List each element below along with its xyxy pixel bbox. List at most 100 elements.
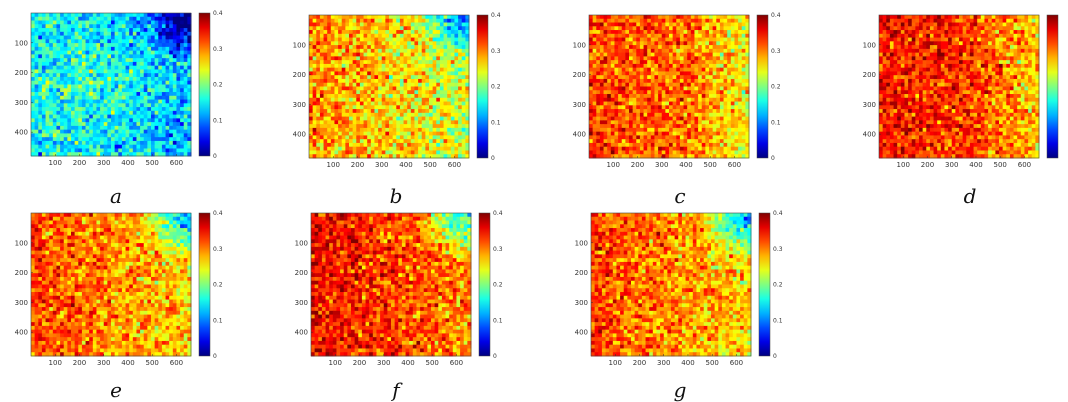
heatmap-cell: [345, 139, 349, 143]
heatmap-cell: [180, 115, 184, 119]
heatmap-cell: [734, 68, 738, 72]
heatmap-cell: [669, 135, 673, 139]
heatmap-cell: [96, 130, 100, 134]
heatmap-cell: [360, 128, 364, 132]
heatmap-cell: [407, 64, 411, 68]
heatmap-cell: [636, 94, 640, 98]
heatmap-cell: [89, 62, 93, 66]
heatmap-cell: [180, 111, 184, 115]
heatmap-cell: [422, 87, 426, 91]
heatmap-cell: [436, 113, 440, 117]
heatmap-cell: [440, 132, 444, 136]
heatmap-cell: [334, 150, 338, 154]
heatmap-cell: [86, 24, 90, 28]
heatmap-cell: [425, 143, 429, 147]
heatmap-cell: [698, 120, 702, 124]
heatmap-cell: [393, 56, 397, 60]
heatmap-cell: [400, 94, 404, 98]
heatmap-cell: [694, 109, 698, 113]
heatmap-cell: [166, 32, 170, 36]
colorbar-tick-label: 0.2: [491, 84, 501, 91]
heatmap-cell: [78, 28, 82, 32]
heatmap-cell: [133, 62, 137, 66]
heatmap-cell: [166, 130, 170, 134]
heatmap-cell: [71, 62, 75, 66]
heatmap-cell: [444, 135, 448, 139]
heatmap-cell: [385, 41, 389, 45]
heatmap-cell: [42, 77, 46, 81]
heatmap-cell: [46, 145, 50, 149]
heatmap-cell: [60, 133, 64, 137]
heatmap-cell: [404, 90, 408, 94]
heatmap-cell: [320, 150, 324, 154]
heatmap-cell: [665, 49, 669, 53]
heatmap-cell: [396, 38, 400, 42]
heatmap-cell: [731, 113, 735, 117]
heatmap-cell: [378, 120, 382, 124]
heatmap-cell: [665, 102, 669, 106]
heatmap-cell: [49, 32, 53, 36]
heatmap-cell: [709, 98, 713, 102]
heatmap-cell: [625, 49, 629, 53]
heatmap-cell: [694, 60, 698, 64]
heatmap-cell: [593, 102, 597, 106]
heatmap-cell: [444, 79, 448, 83]
heatmap-cell: [396, 117, 400, 121]
heatmap-cell: [393, 64, 397, 68]
heatmap-cell: [604, 56, 608, 60]
heatmap-cell: [651, 15, 655, 19]
heatmap-cell: [734, 64, 738, 68]
heatmap-cell: [691, 23, 695, 27]
heatmap-cell: [393, 30, 397, 34]
heatmap-cell: [458, 94, 462, 98]
heatmap-cell: [53, 47, 57, 51]
heatmap-cell: [633, 56, 637, 60]
heatmap-cell: [82, 88, 86, 92]
heatmap-cell: [684, 15, 688, 19]
heatmap-cell: [129, 145, 133, 149]
heatmap-cell: [618, 30, 622, 34]
heatmap-cell: [180, 66, 184, 70]
heatmap-cell: [611, 113, 615, 117]
heatmap-cell: [684, 30, 688, 34]
heatmap-cell: [429, 102, 433, 106]
heatmap-cell: [169, 47, 173, 51]
heatmap-cell: [385, 38, 389, 42]
heatmap-cell: [734, 124, 738, 128]
heatmap-cell: [374, 143, 378, 147]
heatmap-cell: [334, 109, 338, 113]
heatmap-cell: [665, 75, 669, 79]
heatmap-cell: [454, 60, 458, 64]
heatmap-cell: [169, 54, 173, 58]
heatmap-cell: [316, 38, 320, 42]
heatmap-cell: [709, 53, 713, 57]
heatmap-cell: [46, 111, 50, 115]
heatmap-cell: [144, 107, 148, 111]
heatmap-cell: [140, 85, 144, 89]
heatmap-cell: [651, 83, 655, 87]
heatmap-cell: [614, 64, 618, 68]
heatmap-cell: [713, 124, 717, 128]
heatmap-cell: [720, 143, 724, 147]
heatmap-cell: [327, 87, 331, 91]
heatmap-cell: [665, 56, 669, 60]
heatmap-cell: [371, 128, 375, 132]
heatmap-cell: [115, 107, 119, 111]
heatmap-cell: [727, 60, 731, 64]
heatmap-cell: [393, 15, 397, 19]
heatmap-cell: [169, 92, 173, 96]
heatmap-cell: [673, 71, 677, 75]
heatmap-cell: [136, 96, 140, 100]
heatmap-cell: [694, 19, 698, 23]
heatmap-cell: [636, 75, 640, 79]
heatmap-cell: [371, 23, 375, 27]
heatmap-cell: [633, 75, 637, 79]
heatmap-cell: [614, 90, 618, 94]
heatmap-cell: [742, 113, 746, 117]
heatmap-cell: [709, 87, 713, 91]
heatmap-cell: [658, 132, 662, 136]
heatmap-cell: [636, 34, 640, 38]
heatmap-cell: [709, 139, 713, 143]
heatmap-cell: [367, 150, 371, 154]
heatmap-cell: [49, 115, 53, 119]
